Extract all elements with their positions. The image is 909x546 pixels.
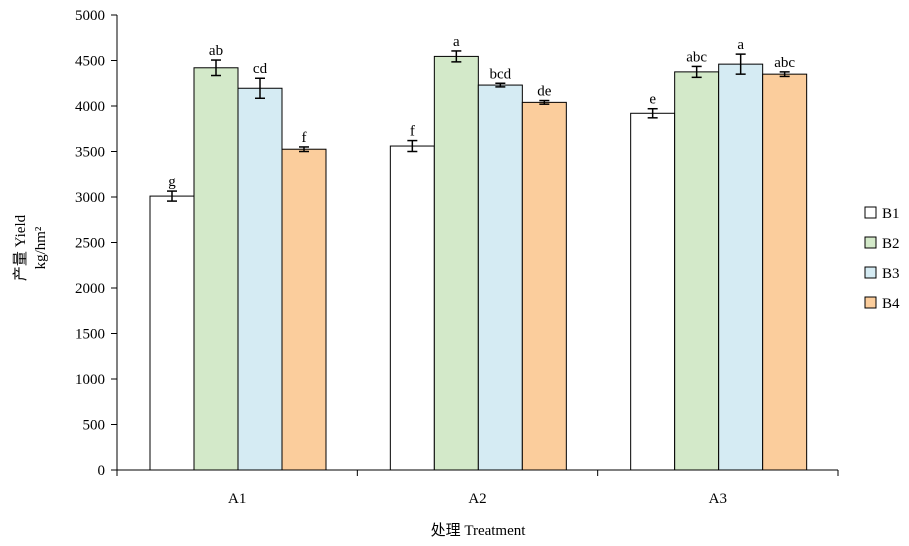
bar-a1-b3 xyxy=(237,87,283,471)
x-tick-label-a1: A1 xyxy=(228,491,246,507)
significance-letter-a3-b1: e xyxy=(649,92,656,108)
error-bar-a1-b2 xyxy=(211,59,221,77)
significance-letter-a1-b4: f xyxy=(302,130,307,146)
legend-label: B3 xyxy=(882,266,900,282)
x-tick-label-a2: A2 xyxy=(468,491,486,507)
y-tick-label: 2500 xyxy=(75,236,105,252)
legend-swatch xyxy=(864,296,877,309)
error-bar-a1-b3 xyxy=(255,77,265,100)
bars-layer xyxy=(149,55,808,471)
legend-swatch xyxy=(864,266,877,279)
significance-letter-a2-b3: bcd xyxy=(489,66,511,82)
significance-letter-a1-b3: cd xyxy=(253,61,268,77)
significance-letter-a1-b1: g xyxy=(168,174,176,190)
legend-item-b4: B4 xyxy=(864,296,900,312)
error-bar-a3-b3 xyxy=(735,53,746,75)
bar-a3-b3 xyxy=(718,63,764,471)
legend-item-b1: B1 xyxy=(864,206,900,222)
error-bar-a3-b2 xyxy=(691,65,702,79)
bar-a3-b4 xyxy=(762,73,808,471)
legend-label: B2 xyxy=(882,236,900,252)
y-tick-label: 0 xyxy=(98,463,106,479)
bar-a2-b4 xyxy=(521,101,567,471)
bar-a3-b1 xyxy=(630,112,676,471)
x-tick-label-a3: A3 xyxy=(709,491,727,507)
error-bar-a1-b4 xyxy=(299,146,309,153)
significance-letter-a2-b4: de xyxy=(537,84,552,100)
y-tick-label: 500 xyxy=(83,418,106,434)
y-tick-label: 2000 xyxy=(75,281,105,297)
bar-a2-b1 xyxy=(389,145,435,471)
bar-a2-b3 xyxy=(477,84,523,471)
y-axis-label-line2: kg/hm² xyxy=(33,226,49,269)
bar-a1-b4 xyxy=(281,148,327,471)
y-tick-label: 5000 xyxy=(75,8,105,24)
error-bars-layer xyxy=(167,50,790,202)
y-tick-label: 4000 xyxy=(75,99,105,115)
significance-letter-a3-b3: a xyxy=(737,37,744,53)
bar-a1-b2 xyxy=(193,67,239,471)
bar-a3-b2 xyxy=(674,71,720,471)
error-bar-a2-b3 xyxy=(495,82,506,88)
legend-swatch xyxy=(864,236,877,249)
significance-letter-a2-b1: f xyxy=(410,124,415,140)
error-bar-a1-b1 xyxy=(167,190,177,202)
y-tick-label: 1500 xyxy=(75,327,105,343)
significance-letter-a3-b2: abc xyxy=(686,49,707,65)
legend-swatch xyxy=(864,206,877,219)
error-bar-a2-b1 xyxy=(407,139,418,153)
axes-layer: 0 500 1000 1500 2000 2500 3000 3500 4000 4500 5000… xyxy=(75,8,839,507)
y-tick-label: 1000 xyxy=(75,372,105,388)
legend-item-b2: B2 xyxy=(864,236,900,252)
legend-item-b3: B3 xyxy=(864,266,900,282)
legend-label: B1 xyxy=(882,206,900,222)
error-bar-a2-b2 xyxy=(451,50,462,63)
bar-a2-b2 xyxy=(433,55,479,471)
x-axis-label: 处理 Treatment xyxy=(431,522,527,539)
error-bar-a3-b4 xyxy=(779,71,790,78)
error-bar-a2-b4 xyxy=(539,99,550,105)
y-axis-label-line1: 产量 Yield xyxy=(12,214,29,281)
error-bar-a3-b1 xyxy=(647,107,658,119)
y-tick-label: 3500 xyxy=(75,145,105,161)
y-tick-label: 4500 xyxy=(75,54,105,70)
y-tick-label: 3000 xyxy=(75,190,105,206)
legend: B1 B2 B3 B4 xyxy=(864,206,900,312)
bar-a1-b1 xyxy=(149,195,195,471)
significance-letter-a2-b2: a xyxy=(453,34,460,50)
legend-label: B4 xyxy=(882,296,900,312)
significance-letter-a3-b4: abc xyxy=(774,55,795,71)
significance-letter-a1-b2: ab xyxy=(209,43,223,59)
